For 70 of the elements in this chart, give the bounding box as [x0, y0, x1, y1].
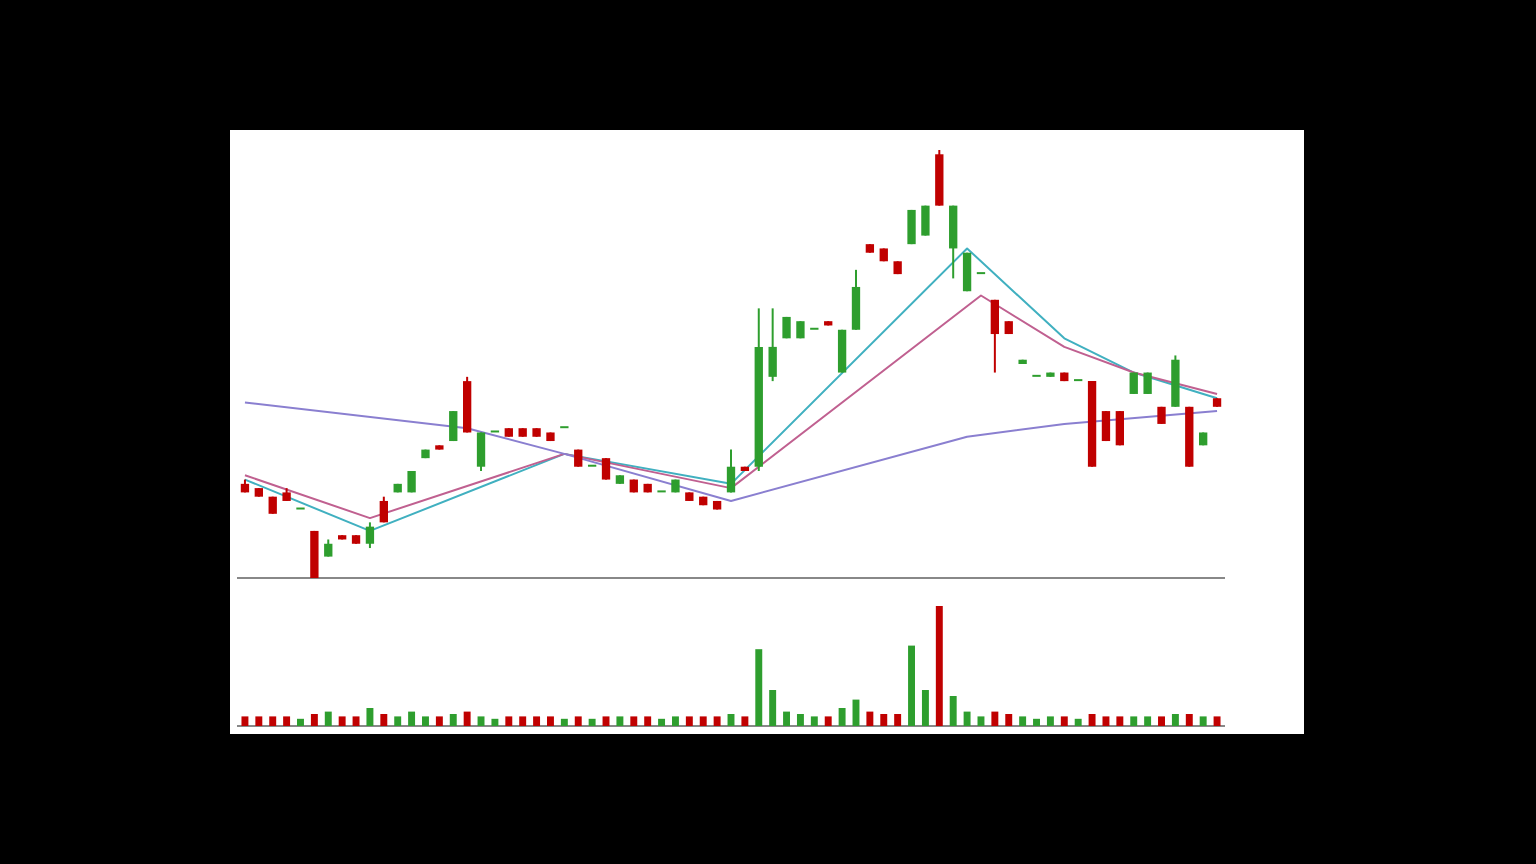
bar	[949, 696, 957, 726]
bar	[408, 711, 416, 726]
bar	[671, 716, 679, 726]
bar	[755, 649, 763, 726]
bar	[1088, 714, 1096, 726]
bar	[1171, 714, 1179, 726]
bar	[908, 645, 916, 726]
bar	[477, 716, 485, 726]
bar	[1116, 716, 1124, 726]
bar	[463, 711, 471, 726]
bar	[491, 718, 499, 726]
bar	[699, 716, 707, 726]
bar	[588, 718, 596, 726]
bar	[1158, 716, 1165, 726]
bar	[505, 716, 513, 726]
bar	[713, 716, 721, 726]
bar	[1213, 716, 1221, 726]
bar	[297, 718, 304, 726]
bar	[283, 716, 291, 726]
bar	[1060, 716, 1068, 726]
bar	[977, 716, 985, 726]
bar	[1046, 716, 1054, 726]
bar	[921, 690, 929, 726]
bar	[422, 716, 429, 726]
bar	[352, 716, 360, 726]
bar	[380, 714, 388, 726]
bar	[1019, 716, 1027, 726]
bar	[366, 708, 374, 726]
candlestick	[435, 444, 444, 451]
bar	[880, 714, 888, 726]
bar	[644, 716, 652, 726]
bar	[255, 716, 263, 726]
bar	[783, 711, 791, 726]
bar	[1130, 716, 1138, 726]
bar	[241, 716, 249, 726]
bar	[310, 714, 318, 726]
bar	[894, 714, 902, 726]
bar	[602, 716, 610, 726]
bar	[338, 716, 346, 726]
bar	[435, 716, 443, 726]
bar	[741, 716, 749, 726]
bar	[810, 716, 818, 726]
bar	[838, 708, 846, 726]
bar	[394, 716, 402, 726]
bar	[1033, 718, 1040, 726]
bar	[1185, 714, 1193, 726]
bar	[449, 714, 457, 726]
bar	[630, 716, 638, 726]
bar	[866, 711, 874, 726]
bar	[519, 716, 527, 726]
bar	[658, 718, 666, 726]
bar	[1005, 714, 1013, 726]
bar	[1102, 716, 1110, 726]
bar	[935, 606, 943, 726]
bar	[1199, 716, 1207, 726]
bar	[574, 716, 582, 726]
bar	[616, 716, 624, 726]
bar	[1074, 718, 1082, 726]
bar	[963, 711, 971, 726]
bar	[685, 716, 693, 726]
bar	[560, 718, 568, 726]
bar	[324, 711, 332, 726]
bar	[769, 690, 777, 726]
bar	[1144, 716, 1152, 726]
bar	[546, 716, 554, 726]
bar	[533, 716, 541, 726]
bar	[269, 716, 277, 726]
bar	[991, 711, 999, 726]
bar	[824, 716, 832, 726]
bar	[796, 714, 804, 726]
